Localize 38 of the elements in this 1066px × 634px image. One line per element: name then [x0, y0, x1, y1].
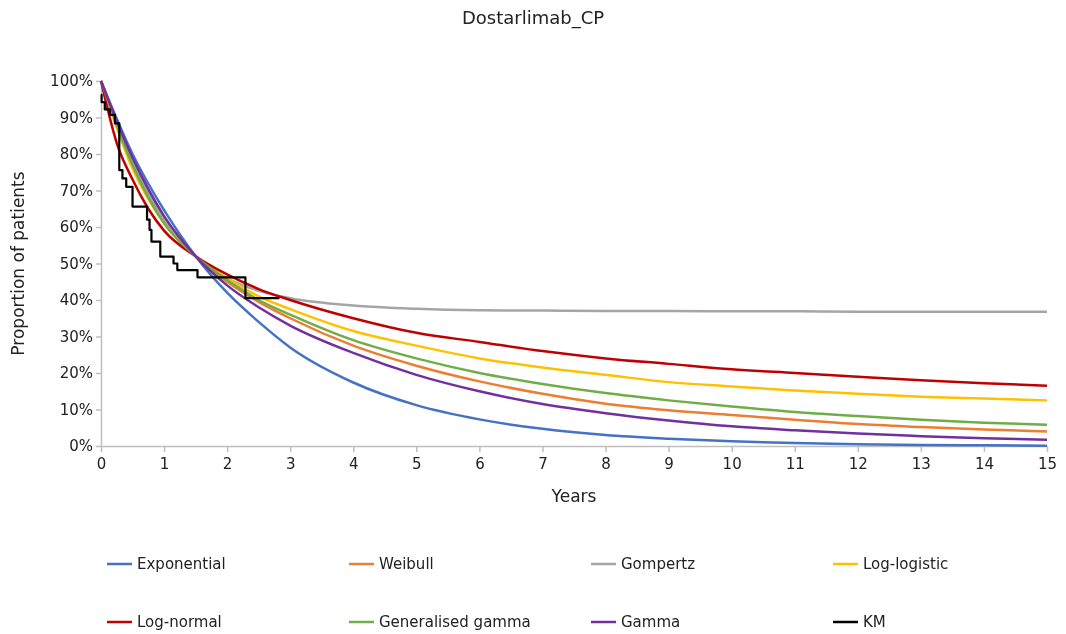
- x-tick-label: 6: [475, 454, 485, 473]
- y-tick-label: 60%: [59, 218, 93, 237]
- legend-label: Gompertz: [621, 555, 696, 574]
- legend-label: Generalised gamma: [379, 613, 531, 632]
- x-tick-label: 0: [96, 454, 107, 473]
- y-tick-label: 100%: [50, 72, 93, 91]
- x-tick-label: 7: [538, 454, 548, 473]
- x-tick-label: 13: [911, 454, 931, 473]
- x-tick-label: 15: [1037, 454, 1058, 473]
- x-tick-label: 3: [285, 454, 296, 473]
- x-axis-title: Years: [550, 486, 597, 506]
- legend-label: KM: [863, 613, 886, 632]
- y-tick-label: 90%: [59, 108, 93, 127]
- x-tick-label: 11: [785, 454, 805, 473]
- y-axis-title: Proportion of patients: [8, 171, 28, 356]
- x-tick-label: 12: [848, 454, 868, 473]
- legend-label: Log-logistic: [863, 555, 949, 574]
- legend-label: Exponential: [137, 555, 226, 574]
- y-tick-label: 0%: [69, 437, 93, 456]
- legend-label: Log-normal: [137, 613, 222, 632]
- x-tick-label: 14: [974, 454, 994, 473]
- legend-label: Gamma: [621, 613, 681, 632]
- legend-label: Weibull: [379, 555, 434, 574]
- x-tick-label: 8: [601, 454, 611, 473]
- y-tick-label: 40%: [59, 291, 93, 310]
- y-tick-label: 50%: [59, 254, 93, 273]
- x-tick-label: 10: [722, 454, 742, 473]
- chart-title: Dostarlimab_CP: [461, 7, 605, 29]
- x-tick-label: 9: [664, 454, 674, 473]
- y-tick-label: 80%: [59, 145, 93, 164]
- y-tick-label: 20%: [59, 364, 93, 383]
- x-tick-label: 4: [348, 454, 359, 473]
- x-tick-label: 1: [159, 454, 170, 473]
- y-tick-label: 10%: [59, 400, 93, 419]
- y-tick-label: 70%: [59, 181, 93, 200]
- x-tick-label: 5: [412, 454, 422, 473]
- y-tick-label: 30%: [59, 327, 93, 346]
- x-tick-label: 2: [222, 454, 233, 473]
